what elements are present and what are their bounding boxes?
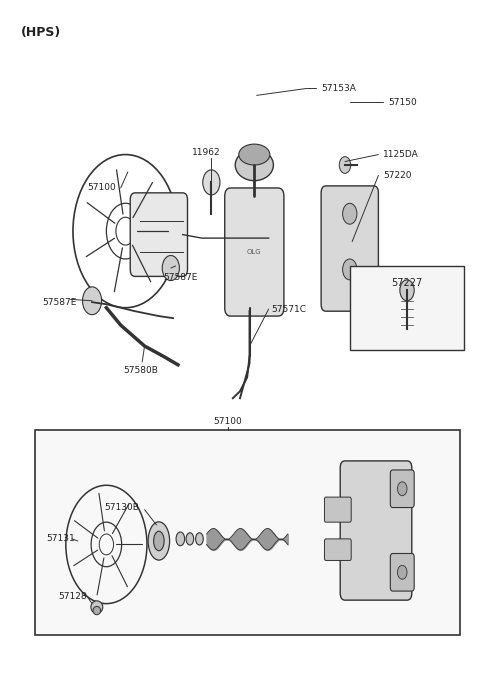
FancyBboxPatch shape — [225, 188, 284, 316]
Text: (HPS): (HPS) — [21, 26, 61, 38]
Text: 57227: 57227 — [391, 278, 423, 289]
Ellipse shape — [176, 532, 185, 546]
FancyBboxPatch shape — [390, 470, 414, 507]
Ellipse shape — [239, 144, 270, 165]
Ellipse shape — [91, 601, 103, 613]
Text: OLG: OLG — [247, 249, 262, 255]
FancyBboxPatch shape — [324, 539, 351, 561]
Text: 57131: 57131 — [47, 534, 75, 543]
Circle shape — [203, 170, 220, 195]
Ellipse shape — [93, 607, 101, 614]
Text: 57130B: 57130B — [104, 503, 139, 512]
Text: 57100: 57100 — [87, 183, 116, 192]
Text: 57587E: 57587E — [42, 298, 76, 307]
Text: 57220: 57220 — [383, 171, 412, 180]
Bar — [350, 266, 464, 350]
Circle shape — [400, 280, 414, 301]
FancyBboxPatch shape — [321, 186, 378, 311]
Ellipse shape — [235, 150, 274, 180]
Ellipse shape — [186, 533, 194, 545]
Text: 1125DA: 1125DA — [383, 150, 419, 159]
Text: 57100: 57100 — [214, 417, 242, 426]
Bar — [35, 430, 459, 635]
Circle shape — [343, 259, 357, 280]
Text: 57587E: 57587E — [164, 273, 198, 282]
FancyBboxPatch shape — [130, 193, 188, 276]
Text: 57571C: 57571C — [271, 305, 306, 314]
Text: 57128: 57128 — [59, 592, 87, 601]
Text: 57580B: 57580B — [123, 366, 158, 375]
Circle shape — [162, 256, 180, 280]
Ellipse shape — [154, 531, 164, 551]
Text: 57150: 57150 — [388, 98, 417, 107]
Ellipse shape — [148, 522, 169, 560]
Circle shape — [397, 482, 407, 496]
Ellipse shape — [196, 533, 203, 545]
Text: 57153A: 57153A — [321, 84, 356, 93]
Circle shape — [83, 287, 102, 315]
Circle shape — [339, 157, 351, 173]
Circle shape — [343, 203, 357, 224]
Text: 11962: 11962 — [192, 148, 221, 157]
FancyBboxPatch shape — [390, 554, 414, 591]
Circle shape — [397, 565, 407, 579]
FancyBboxPatch shape — [340, 461, 412, 600]
FancyBboxPatch shape — [324, 497, 351, 522]
